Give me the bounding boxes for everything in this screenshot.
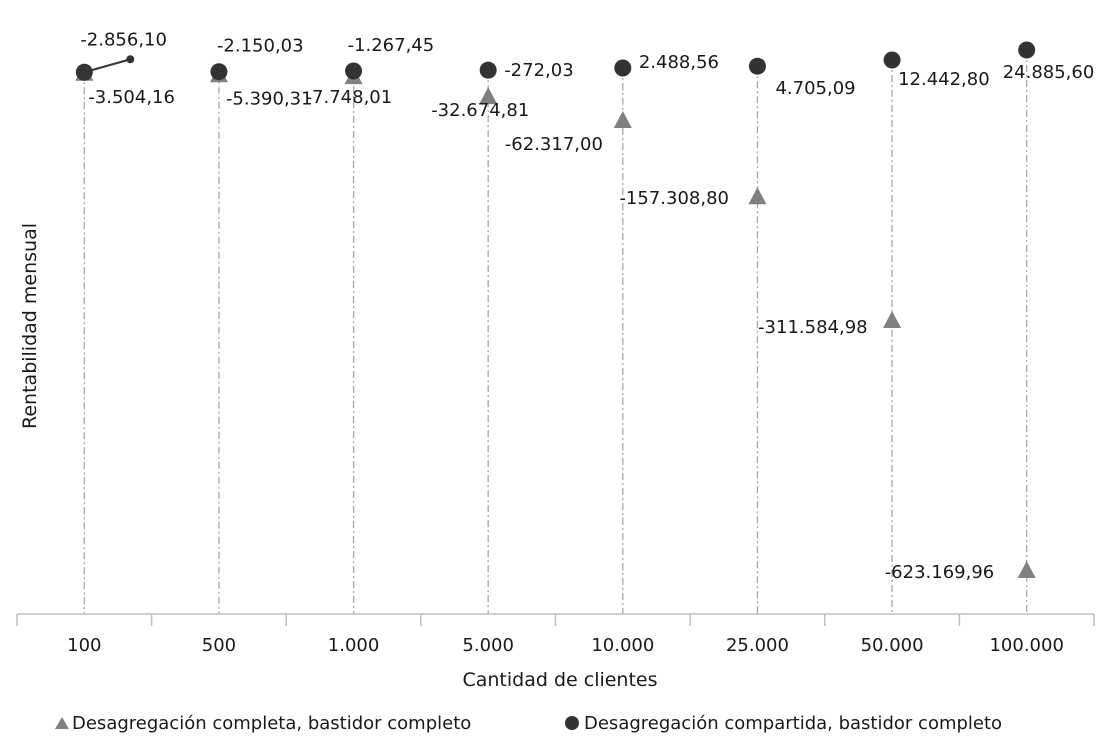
triangle-marker: [1017, 561, 1036, 578]
data-label-series-1: -157.308,80: [619, 188, 729, 209]
data-labels: -2.856,10 -2.150,03 -1.267,45 -272,03 2.488,…: [80, 29, 1094, 583]
data-label-series-1: -62.317,00: [505, 134, 603, 155]
legend-item-series-1: Desagregación completa, bastidor complet…: [55, 713, 471, 734]
x-tick-label: 25.000: [726, 635, 789, 656]
data-label-series-2: 12.442,80: [898, 69, 990, 90]
circle-marker: [75, 63, 93, 81]
legend-triangle-marker: [55, 717, 69, 729]
data-label-series-2: 2.488,56: [639, 52, 719, 73]
circle-marker: [345, 62, 363, 80]
triangle-marker: [748, 187, 767, 205]
leader-dot: [126, 55, 135, 64]
data-label-series-1: -5.390,31: [226, 88, 313, 109]
data-label-series-1: -3.504,16: [88, 87, 175, 108]
triangle-marker: [883, 310, 902, 328]
data-label-series-1: -311.584,98: [758, 317, 868, 338]
data-label-series-2: 4.705,09: [775, 78, 855, 99]
triangle-marker: [479, 87, 498, 105]
circle-marker: [614, 59, 632, 77]
circle-marker: [479, 61, 497, 79]
legend-item-series-2: Desagregación compartida, bastidor compl…: [565, 713, 1002, 734]
x-tick-label: 5.000: [462, 635, 514, 656]
data-label-series-1: -623.169,96: [885, 562, 995, 583]
data-label-series-2: -272,03: [504, 60, 573, 81]
x-tick-label: 500: [202, 635, 236, 656]
data-label-series-2: 24.885,60: [1003, 62, 1095, 83]
data-label-series-2: -2.856,10: [80, 29, 167, 50]
x-tick-label: 1.000: [328, 635, 380, 656]
circle-marker: [210, 63, 228, 81]
x-axis-ticks: [16, 614, 1095, 626]
x-tick-labels: 100 500 1.000 5.000 10.000 25.000 50.000 100.00…: [67, 635, 1064, 656]
legend-label-series-1: Desagregación completa, bastidor complet…: [72, 713, 471, 734]
x-tick-label: 10.000: [591, 635, 654, 656]
data-label-series-2: -1.267,45: [348, 35, 435, 56]
data-markers: [75, 41, 1036, 578]
drop-lines: [83, 50, 1028, 614]
data-label-series-1: -7.748,01: [306, 87, 393, 108]
legend: Desagregación completa, bastidor complet…: [55, 713, 1002, 734]
x-tick-label: 50.000: [861, 635, 924, 656]
legend-label-series-2: Desagregación compartida, bastidor compl…: [584, 713, 1002, 734]
x-tick-label: 100: [67, 635, 101, 656]
y-axis-title: Rentabilidad mensual: [19, 223, 41, 429]
x-tick-label: 100.000: [989, 635, 1063, 656]
circle-marker: [1018, 41, 1036, 59]
data-label-series-2: -2.150,03: [217, 36, 304, 57]
data-label-series-1: -32.674,81: [431, 100, 529, 121]
triangle-marker: [613, 110, 632, 128]
x-axis-title: Cantidad de clientes: [462, 669, 657, 691]
circle-marker: [883, 51, 901, 69]
circle-marker: [748, 57, 766, 75]
legend-circle-marker: [565, 716, 579, 730]
